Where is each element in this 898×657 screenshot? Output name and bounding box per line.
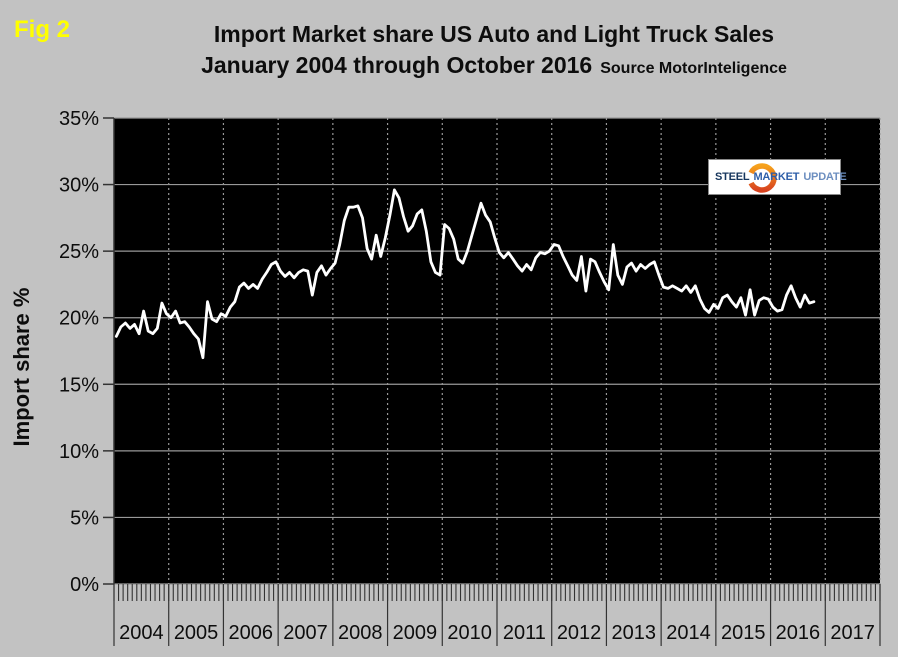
y-tick-label: 25%	[59, 241, 99, 263]
logo-orange-swoosh-icon	[748, 163, 777, 193]
year-label: 2014	[666, 622, 711, 644]
logo-word-steel: STEEL	[715, 171, 750, 183]
year-label: 2010	[447, 622, 492, 644]
y-tick-label: 10%	[59, 441, 99, 463]
year-label: 2007	[283, 622, 328, 644]
year-label: 2004	[119, 622, 164, 644]
year-label: 2016	[776, 622, 821, 644]
import-share-line	[114, 188, 816, 360]
year-label: 2015	[721, 622, 766, 644]
chart-subtitle-text: January 2004 through October 2016	[201, 51, 593, 78]
year-label: 2005	[174, 622, 219, 644]
chart-title-block: Import Market share US Auto and Light Tr…	[110, 20, 878, 81]
y-tick-label: 0%	[70, 574, 99, 596]
y-tick-label: 5%	[70, 507, 99, 529]
year-label: 2017	[830, 622, 875, 644]
y-tick-label: 15%	[59, 374, 99, 396]
y-tick-label: 30%	[59, 175, 99, 197]
year-label: 2009	[393, 622, 438, 644]
steel-market-update-logo: STEEL MARKET UPDATE	[708, 159, 847, 195]
chart-title-line1: Import Market share US Auto and Light Tr…	[213, 21, 775, 47]
year-label: 2012	[557, 622, 602, 644]
y-tick-label: 20%	[59, 308, 99, 330]
plot-area	[114, 118, 880, 584]
year-label: 2013	[612, 622, 657, 644]
year-label: 2006	[229, 622, 274, 644]
chart-title-line2: January 2004 through October 2016 Source …	[110, 50, 878, 81]
chart-source-note: Source MotorInteligence	[600, 59, 787, 77]
logo-word-update: UPDATE	[803, 171, 847, 183]
y-tick-label: 35%	[59, 108, 99, 130]
figure-label: Fig 2	[14, 16, 71, 43]
year-label: 2008	[338, 622, 383, 644]
logo-word-market: MARKET	[753, 171, 800, 183]
year-label: 2011	[503, 622, 546, 644]
